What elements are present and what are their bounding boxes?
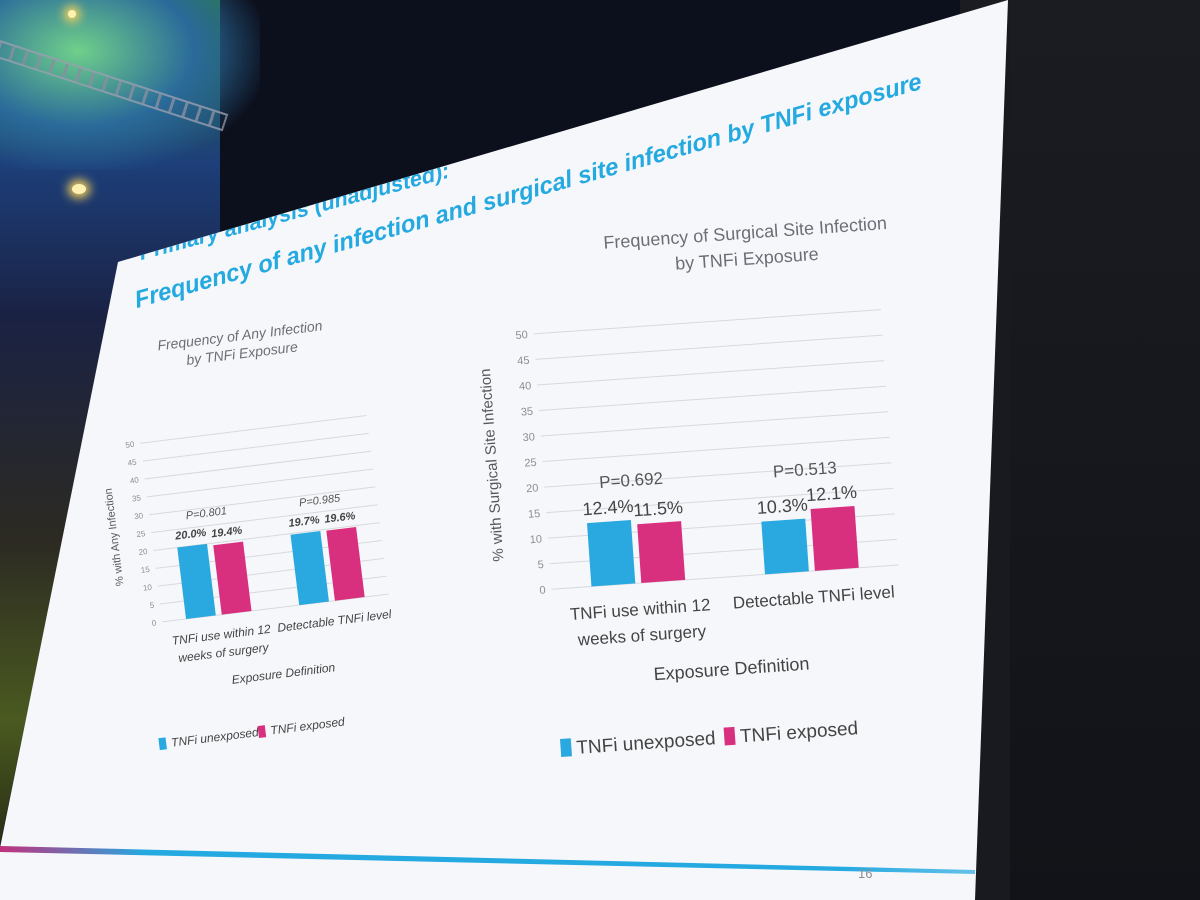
data-label: 12.4% (582, 496, 634, 520)
y-tick-label: 50 (125, 440, 135, 450)
y-tick-label: 20 (526, 482, 539, 495)
x-axis-label: Exposure Definition (653, 653, 810, 684)
data-label: 20.0% (174, 527, 208, 543)
bar-unexposed (290, 531, 329, 606)
data-label: 11.5% (633, 497, 684, 520)
x-category-label: Detectable TNFi level (732, 582, 895, 612)
data-label: 12.1% (805, 482, 857, 506)
y-tick-label: 20 (138, 547, 148, 557)
bar-exposed (810, 505, 859, 571)
y-tick-label: 5 (149, 601, 155, 611)
y-axis-label: % with Surgical Site Infection (477, 368, 507, 562)
gridline (540, 411, 888, 437)
p-value-label: P=0.513 (772, 458, 837, 481)
legend-swatch (158, 737, 167, 751)
y-tick-label: 45 (517, 355, 530, 368)
gridline (140, 414, 367, 444)
chart-title-line: Frequency of Surgical Site Infection (603, 213, 888, 253)
legend-label: TNFi exposed (270, 714, 346, 737)
data-label: 19.4% (211, 525, 244, 541)
data-label: 10.3% (756, 494, 808, 518)
y-axis-label: % with Any Infection (103, 488, 127, 587)
legend-swatch (257, 725, 267, 738)
gridline (151, 504, 378, 534)
y-tick-label: 30 (522, 431, 535, 444)
y-tick-label: 10 (143, 583, 153, 593)
y-tick-label: 15 (528, 508, 541, 521)
bar-unexposed (761, 518, 809, 575)
y-tick-label: 10 (529, 533, 542, 546)
ceiling-light (68, 10, 76, 18)
x-category-label: weeks of surgery (576, 622, 707, 650)
y-tick-label: 15 (140, 565, 150, 575)
gridline (546, 487, 894, 514)
y-tick-label: 30 (134, 511, 144, 521)
gridline (142, 432, 369, 462)
legend-label: TNFi exposed (739, 718, 858, 747)
x-axis-label: Exposure Definition (231, 660, 336, 687)
gridline (537, 360, 885, 386)
y-tick-label: 35 (132, 493, 142, 503)
ceiling-light (72, 184, 86, 194)
y-tick-label: 25 (524, 457, 537, 470)
gridline (542, 436, 890, 463)
legend-swatch (723, 726, 736, 746)
data-label: 19.7% (288, 514, 321, 530)
y-tick-label: 40 (519, 380, 532, 393)
x-category-label: Detectable TNFi level (277, 607, 393, 635)
gridline (144, 450, 372, 480)
y-tick-label: 5 (537, 559, 544, 571)
gridline (544, 462, 892, 488)
bar-exposed (326, 527, 365, 601)
bar-exposed (637, 521, 686, 583)
y-tick-label: 40 (129, 475, 139, 485)
gridline (538, 385, 887, 411)
chart-title-line: by TNFi Exposure (675, 244, 820, 274)
p-value-label: P=0.985 (298, 492, 341, 509)
legend-label: TNFi unexposed (170, 725, 259, 750)
gridline (535, 334, 883, 360)
y-tick-label: 35 (520, 406, 533, 419)
gridline (148, 486, 376, 516)
y-tick-label: 0 (539, 585, 546, 597)
legend-label: TNFi unexposed (576, 728, 717, 759)
y-tick-label: 0 (151, 618, 157, 628)
p-value-label: P=0.801 (185, 505, 227, 522)
gridline (533, 309, 881, 335)
p-value-label: P=0.692 (599, 469, 664, 492)
y-tick-label: 25 (136, 529, 146, 539)
gridline (146, 468, 374, 498)
bar-unexposed (586, 520, 636, 587)
legend-swatch (559, 738, 573, 757)
data-label: 19.6% (324, 510, 357, 526)
bar-unexposed (177, 543, 216, 619)
bar-exposed (213, 541, 252, 615)
y-tick-label: 45 (127, 458, 137, 468)
y-tick-label: 50 (515, 329, 528, 342)
x-category-label: TNFi use within 12 (569, 595, 711, 624)
slide-number: 16 (858, 866, 873, 881)
